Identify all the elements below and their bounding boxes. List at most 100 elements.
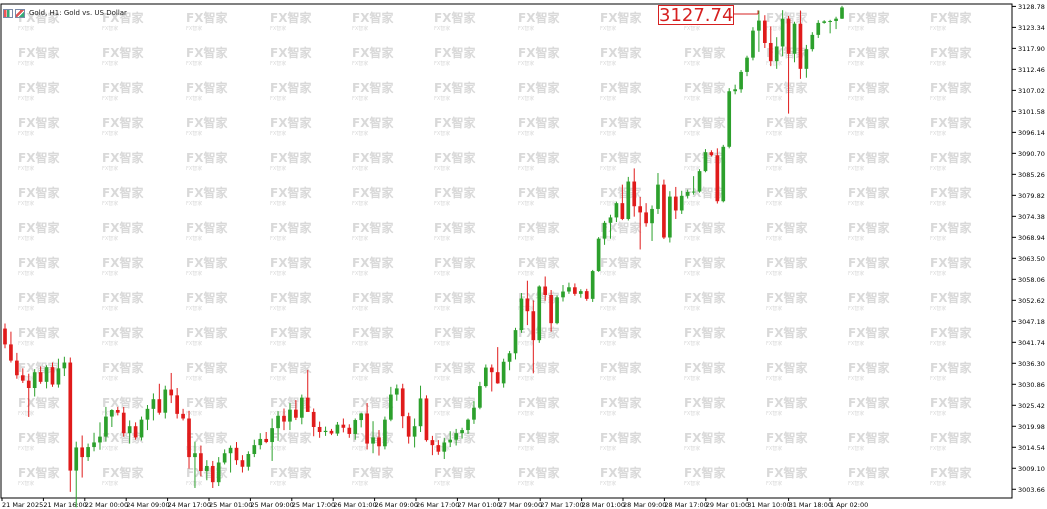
candle[interactable]: [15, 352, 19, 379]
candle[interactable]: [567, 282, 571, 294]
candle[interactable]: [757, 10, 761, 52]
candle[interactable]: [703, 149, 708, 173]
candle[interactable]: [68, 357, 73, 492]
candle[interactable]: [276, 411, 280, 441]
candle[interactable]: [240, 455, 245, 473]
candle[interactable]: [608, 214, 613, 239]
candle[interactable]: [104, 406, 108, 442]
candle[interactable]: [768, 26, 773, 67]
candle[interactable]: [50, 362, 55, 387]
candle[interactable]: [721, 144, 726, 203]
candle[interactable]: [246, 451, 251, 471]
candle[interactable]: [656, 173, 660, 214]
candle[interactable]: [691, 176, 696, 195]
candle[interactable]: [139, 416, 144, 441]
candle[interactable]: [311, 408, 316, 437]
candle[interactable]: [679, 190, 684, 214]
candle[interactable]: [234, 442, 239, 465]
candle[interactable]: [727, 88, 732, 149]
candle[interactable]: [294, 399, 298, 421]
candle[interactable]: [110, 409, 114, 427]
candle[interactable]: [840, 5, 844, 20]
candle[interactable]: [210, 460, 215, 488]
candle[interactable]: [786, 15, 791, 114]
candle[interactable]: [175, 388, 179, 419]
candle[interactable]: [816, 20, 821, 38]
candle[interactable]: [549, 289, 553, 332]
candle[interactable]: [151, 393, 156, 421]
candle[interactable]: [507, 350, 512, 371]
candle[interactable]: [424, 395, 429, 442]
candle[interactable]: [98, 422, 102, 450]
candle[interactable]: [733, 84, 737, 95]
candle[interactable]: [620, 184, 625, 221]
candle[interactable]: [163, 385, 168, 419]
candle[interactable]: [299, 394, 304, 425]
candle[interactable]: [537, 285, 542, 343]
candle[interactable]: [697, 169, 702, 193]
candle[interactable]: [169, 372, 174, 404]
candle[interactable]: [371, 421, 375, 454]
candle[interactable]: [774, 37, 779, 69]
candle[interactable]: [602, 220, 607, 245]
candle[interactable]: [561, 284, 565, 302]
candle[interactable]: [828, 19, 832, 34]
candle[interactable]: [80, 435, 85, 478]
candle[interactable]: [798, 10, 803, 79]
candle[interactable]: [377, 430, 381, 456]
candle[interactable]: [614, 201, 619, 223]
candle[interactable]: [204, 460, 209, 481]
candle[interactable]: [389, 386, 393, 422]
candle[interactable]: [650, 205, 654, 241]
candle[interactable]: [418, 385, 423, 433]
candle[interactable]: [145, 404, 150, 431]
candle[interactable]: [513, 327, 518, 360]
candle[interactable]: [56, 358, 61, 388]
candle[interactable]: [596, 237, 601, 272]
candle[interactable]: [44, 365, 49, 389]
candle[interactable]: [822, 20, 827, 24]
candle[interactable]: [38, 366, 43, 384]
candle[interactable]: [74, 441, 79, 508]
candle[interactable]: [341, 418, 346, 433]
candle[interactable]: [133, 422, 138, 440]
candle[interactable]: [662, 179, 666, 240]
candle[interactable]: [739, 69, 743, 93]
candle[interactable]: [543, 276, 548, 301]
candle[interactable]: [20, 368, 25, 383]
candle[interactable]: [632, 168, 637, 217]
candle[interactable]: [495, 347, 500, 384]
candle[interactable]: [181, 408, 185, 421]
indicator-icon[interactable]: [15, 8, 25, 18]
candle[interactable]: [359, 412, 364, 428]
candle[interactable]: [228, 445, 233, 473]
candle[interactable]: [252, 439, 257, 458]
candle[interactable]: [26, 373, 31, 417]
candle[interactable]: [430, 435, 435, 456]
candle[interactable]: [745, 55, 749, 77]
candle[interactable]: [216, 457, 221, 487]
candle[interactable]: [127, 420, 132, 444]
candle[interactable]: [86, 443, 90, 461]
candle[interactable]: [412, 418, 417, 448]
candle[interactable]: [578, 289, 583, 298]
candle[interactable]: [270, 418, 274, 461]
candle[interactable]: [157, 383, 162, 415]
candle[interactable]: [792, 21, 797, 63]
candle[interactable]: [590, 269, 595, 302]
candle[interactable]: [282, 408, 286, 431]
candle[interactable]: [383, 416, 387, 450]
candle[interactable]: [323, 426, 328, 436]
candle[interactable]: [317, 421, 322, 438]
candle[interactable]: [187, 410, 191, 469]
candle[interactable]: [9, 331, 13, 363]
candle[interactable]: [525, 280, 530, 326]
candle[interactable]: [668, 191, 672, 243]
candle[interactable]: [62, 356, 67, 377]
candle[interactable]: [365, 403, 369, 450]
candle[interactable]: [329, 428, 334, 436]
candle[interactable]: [519, 293, 524, 333]
candle[interactable]: [305, 369, 310, 412]
candle[interactable]: [834, 16, 838, 30]
